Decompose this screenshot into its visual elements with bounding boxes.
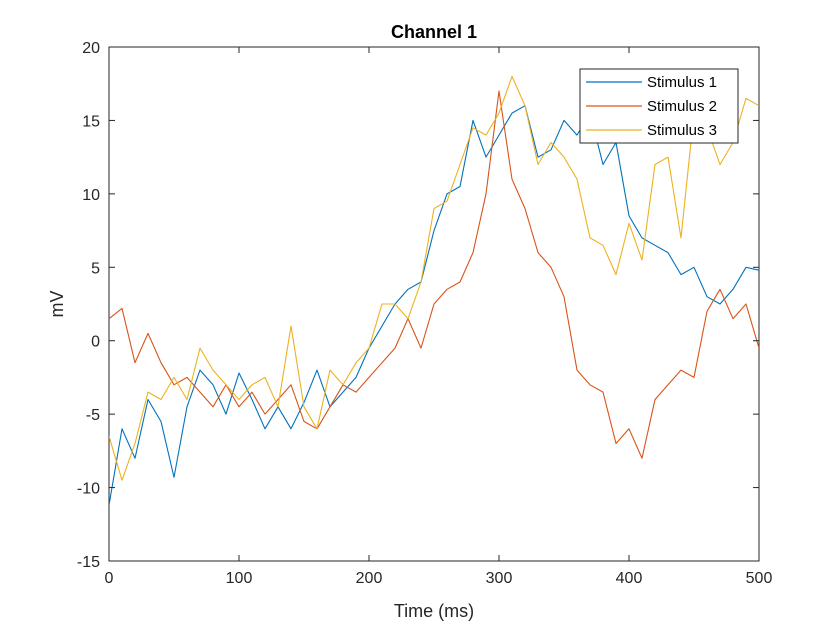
chart-title: Channel 1 — [391, 22, 477, 42]
x-axis-ticks: 0 100 200 300 400 500 — [105, 47, 773, 587]
x-tick-label: 200 — [356, 570, 383, 587]
series-layer — [109, 75, 759, 506]
x-tick-label: 0 — [105, 570, 114, 587]
x-tick-label: 500 — [746, 570, 773, 587]
y-tick-label: 5 — [91, 260, 100, 277]
legend-label-3: Stimulus 3 — [647, 122, 717, 139]
x-tick-label: 300 — [486, 570, 513, 587]
series-line-3 — [109, 75, 759, 481]
y-tick-label: -5 — [86, 407, 100, 424]
y-tick-label: 10 — [82, 187, 100, 204]
x-tick-label: 100 — [226, 570, 253, 587]
legend-label-2: Stimulus 2 — [647, 98, 717, 115]
x-tick-label: 400 — [616, 570, 643, 587]
y-axis-ticks: -15 -10 -5 0 5 10 15 20 — [77, 40, 759, 571]
series-line-2 — [109, 90, 759, 459]
y-tick-label: 0 — [91, 334, 100, 351]
y-tick-label: -15 — [77, 554, 100, 571]
y-tick-label: 20 — [82, 40, 100, 57]
y-axis-label: mV — [47, 291, 67, 318]
legend-label-1: Stimulus 1 — [647, 74, 717, 91]
series-line-1 — [109, 105, 759, 506]
x-axis-label: Time (ms) — [394, 601, 474, 621]
legend: Stimulus 1 Stimulus 2 Stimulus 3 — [579, 68, 739, 144]
y-tick-label: 15 — [82, 113, 100, 130]
y-tick-label: -10 — [77, 481, 100, 498]
